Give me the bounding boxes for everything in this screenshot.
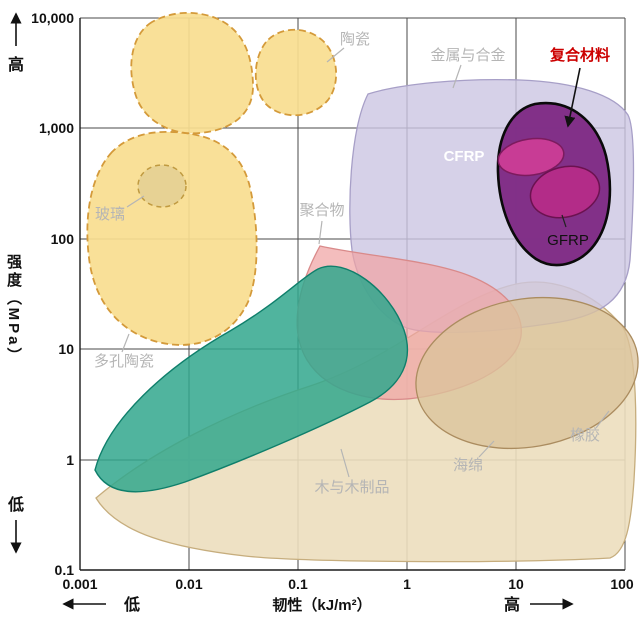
y-tick-label: 1 xyxy=(66,452,74,468)
cfrp-region xyxy=(497,137,565,177)
foam-label: 海绵 xyxy=(453,457,483,474)
x-tick-label: 0.01 xyxy=(175,576,202,592)
composites-arrow xyxy=(564,67,581,128)
x-tick-label: 0.1 xyxy=(288,576,308,592)
x-axis-ticks: 0.001 0.01 0.1 1 10 100 xyxy=(62,576,633,592)
y-tick-label: 100 xyxy=(51,231,75,247)
x-axis-high-label: 高 xyxy=(504,595,520,614)
axis-annotations: 高 低 低 韧性（kJ/m²） 高 xyxy=(7,12,574,614)
regions xyxy=(86,12,639,563)
gfrp-label: GFRP xyxy=(547,232,589,249)
y-axis-title: 强度（MPa） xyxy=(5,253,22,366)
rubber-label: 橡胶 xyxy=(570,427,600,444)
porous-ceramics-region xyxy=(86,131,258,346)
y-tick-label: 10 xyxy=(58,341,74,357)
x-tick-label: 0.001 xyxy=(62,576,97,592)
x-tick-label: 1 xyxy=(403,576,411,592)
porous-ceramics-label: 多孔陶瓷 xyxy=(94,353,154,370)
ceramics-label: 陶瓷 xyxy=(340,31,370,48)
glass-label: 玻璃 xyxy=(95,206,125,223)
wood-region xyxy=(94,265,409,493)
glass-region xyxy=(137,164,187,208)
y-tick-label: 1,000 xyxy=(39,120,74,136)
y-tick-label: 0.1 xyxy=(55,562,75,578)
y-axis-high-label: 高 xyxy=(8,55,24,74)
leader-lines xyxy=(121,47,610,478)
metals-label: 金属与合金 xyxy=(430,47,505,64)
y-axis-ticks: 10,000 1,000 100 10 1 0.1 xyxy=(31,10,74,578)
polymers-label: 聚合物 xyxy=(299,202,344,219)
y-tick-label: 10,000 xyxy=(31,10,74,26)
rubber-region xyxy=(415,296,639,450)
ceramics-region xyxy=(130,12,254,135)
cfrp-label: CFRP xyxy=(444,148,485,165)
ceramics-region-right xyxy=(254,28,338,117)
x-tick-label: 10 xyxy=(508,576,524,592)
y-axis-low-label: 低 xyxy=(7,495,24,514)
x-tick-label: 100 xyxy=(610,576,634,592)
gfrp-region xyxy=(529,165,601,219)
region-labels: 陶瓷 金属与合金 复合材料 玻璃 多孔陶瓷 聚合物 CFRP GFRP 木与木制… xyxy=(94,31,610,496)
wood-label: 木与木制品 xyxy=(314,479,389,496)
x-axis-title: 韧性（kJ/m²） xyxy=(272,596,371,614)
x-axis-low-label: 低 xyxy=(123,595,140,614)
composites-label: 复合材料 xyxy=(549,46,610,64)
